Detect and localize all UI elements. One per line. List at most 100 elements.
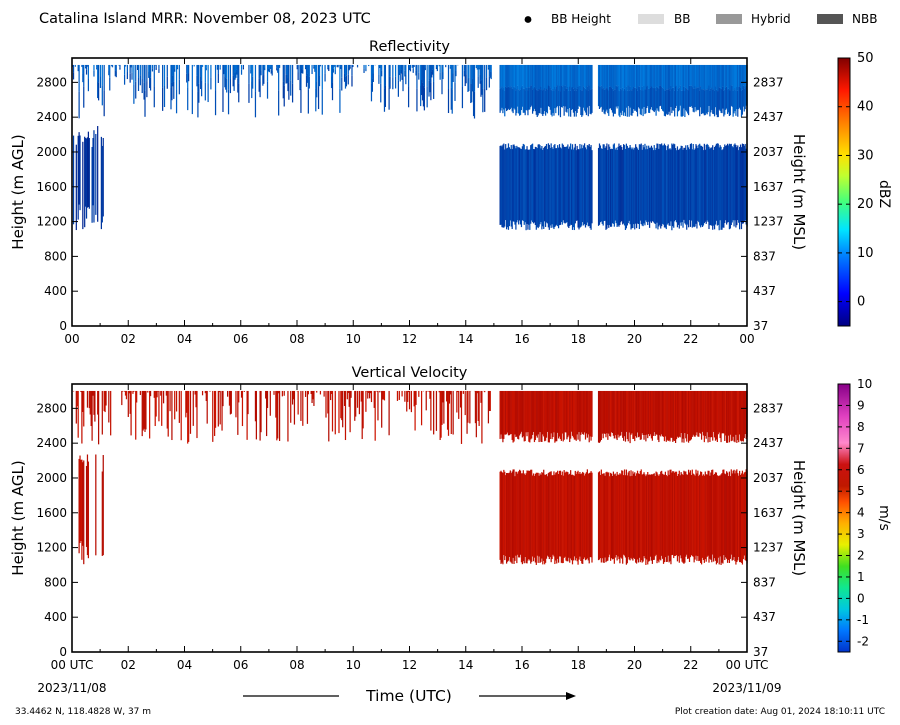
echo-column (637, 64, 640, 87)
echo-column (739, 146, 741, 230)
echo-column (352, 66, 354, 68)
echo-column (210, 64, 212, 78)
echo-column (420, 64, 423, 81)
echo-column (488, 390, 490, 412)
velocity-colorbar-label: m/s (876, 505, 892, 531)
echo-column (583, 390, 586, 433)
echo-column (650, 390, 653, 439)
echo-column (684, 471, 686, 563)
echo-column (520, 149, 523, 228)
echo-column (580, 64, 582, 90)
echo-column (649, 64, 652, 88)
echo-column (149, 64, 152, 78)
echo-column (356, 64, 359, 67)
echo-column (87, 131, 90, 207)
echo-column (376, 390, 378, 392)
echo-column (530, 86, 532, 108)
echo-column (111, 66, 114, 68)
echo-column (436, 64, 438, 69)
echo-column (739, 470, 741, 563)
echo-column (565, 146, 567, 223)
echo-column (542, 149, 544, 227)
echo-column (662, 390, 665, 437)
echo-column (726, 472, 729, 563)
echo-column (408, 390, 411, 410)
echo-column (287, 390, 289, 442)
echo-column (571, 474, 574, 565)
echo-column (476, 67, 478, 70)
echo-column (188, 390, 190, 442)
echo-column (659, 390, 661, 436)
echo-column (647, 85, 649, 107)
echo-column (525, 473, 527, 564)
echo-column (573, 90, 575, 117)
echo-column (697, 470, 699, 557)
echo-column (377, 390, 379, 421)
echo-column (744, 143, 746, 221)
echo-column (650, 86, 653, 108)
echo-column (681, 145, 683, 223)
echo-column (648, 145, 650, 222)
echo-column (141, 64, 143, 80)
echo-column (629, 145, 631, 225)
echo-column (276, 67, 278, 71)
echo-column (477, 76, 479, 88)
echo-column (692, 473, 694, 557)
echo-column (621, 390, 623, 432)
echo-column (532, 149, 535, 224)
echo-column (530, 64, 532, 87)
echo-column (135, 64, 137, 82)
echo-column (692, 64, 694, 89)
echo-column (512, 89, 514, 114)
echo-column (678, 87, 680, 111)
echo-column (730, 469, 732, 555)
echo-column (641, 390, 643, 434)
echo-column (729, 390, 731, 435)
echo-column (461, 64, 464, 87)
echo-column (629, 390, 631, 444)
echo-column (572, 475, 575, 561)
echo-column (714, 390, 717, 441)
echo-column (133, 84, 135, 104)
echo-column (447, 64, 450, 89)
velocity-colorbar (837, 383, 851, 653)
echo-column (562, 64, 564, 86)
echo-column (234, 64, 236, 73)
echo-column (373, 390, 375, 408)
echo-column (627, 472, 629, 558)
echo-column (672, 471, 674, 555)
echo-column (82, 390, 84, 412)
echo-column (665, 150, 667, 230)
echo-column (475, 66, 477, 69)
echo-column (561, 64, 563, 87)
echo-column (234, 72, 236, 80)
echo-column (616, 149, 618, 227)
echo-column (501, 64, 503, 87)
echo-column (658, 148, 660, 227)
echo-column (543, 89, 545, 114)
echo-column (139, 64, 141, 76)
echo-column (79, 135, 81, 211)
echo-column (648, 390, 650, 435)
echo-column (321, 89, 323, 115)
echo-column (546, 149, 549, 224)
echo-column (679, 390, 681, 438)
x-tick-label: 16 (514, 332, 529, 346)
echo-column (615, 85, 617, 107)
echo-column (407, 390, 410, 393)
echo-column (546, 64, 549, 90)
echo-column (334, 64, 336, 70)
echo-column (212, 390, 214, 442)
echo-column (235, 390, 237, 418)
echo-column (515, 390, 517, 438)
echo-column (544, 390, 547, 441)
echo-column (87, 78, 90, 92)
echo-column (81, 65, 83, 67)
echo-column (466, 390, 468, 434)
echo-column (648, 147, 651, 228)
echo-column (508, 472, 511, 557)
echo-column (660, 390, 662, 437)
echo-column (72, 72, 75, 80)
echo-column (677, 150, 679, 225)
echo-column (484, 390, 486, 393)
